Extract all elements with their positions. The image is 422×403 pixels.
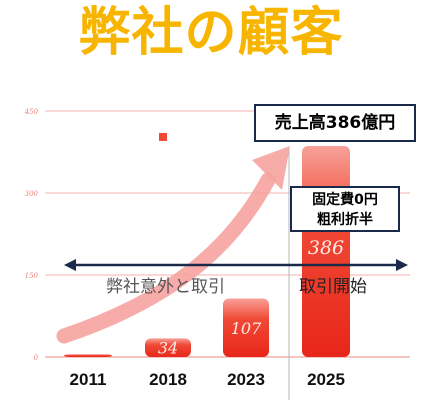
y-tick-0: 0 (34, 354, 39, 362)
data-labels: 34 107 386 (158, 237, 344, 358)
timeline-before-label: 弊社意外と取引 (106, 277, 225, 297)
data-label-2025: 386 (308, 237, 344, 259)
y-axis-ticks: 0 150 300 450 (24, 108, 39, 362)
growth-arrow-shaft (56, 172, 276, 344)
x-tick-2023: 2023 (227, 370, 265, 389)
bar-2023 (223, 298, 269, 357)
timeline-arrow (64, 259, 408, 271)
page-title: 弊社の顧客 (78, 3, 344, 63)
growth-arrow (56, 146, 290, 344)
cost-callout-line2: 粗利折半 (317, 212, 373, 228)
timeline-right-head (396, 259, 408, 271)
cost-callout: 固定費0円 粗利折半 (290, 186, 400, 232)
y-tick-150: 150 (25, 272, 39, 280)
bar-2018 (145, 338, 191, 357)
timeline-after-label: 取引開始 (299, 277, 367, 297)
timeline-left-head (64, 259, 76, 271)
cost-callout-line1: 固定費0円 (312, 192, 378, 208)
x-tick-2025: 2025 (307, 370, 345, 389)
x-tick-2018: 2018 (149, 370, 187, 389)
data-label-2023: 107 (231, 319, 262, 338)
y-tick-450: 450 (24, 108, 39, 116)
stray-marker (159, 133, 167, 141)
y-tick-300: 300 (25, 190, 39, 198)
revenue-callout: 売上高386億円 (254, 104, 416, 142)
bar-2011 (64, 354, 112, 357)
x-tick-2011: 2011 (69, 370, 107, 389)
growth-arrow-head (252, 146, 290, 190)
data-label-2018: 34 (158, 339, 178, 358)
